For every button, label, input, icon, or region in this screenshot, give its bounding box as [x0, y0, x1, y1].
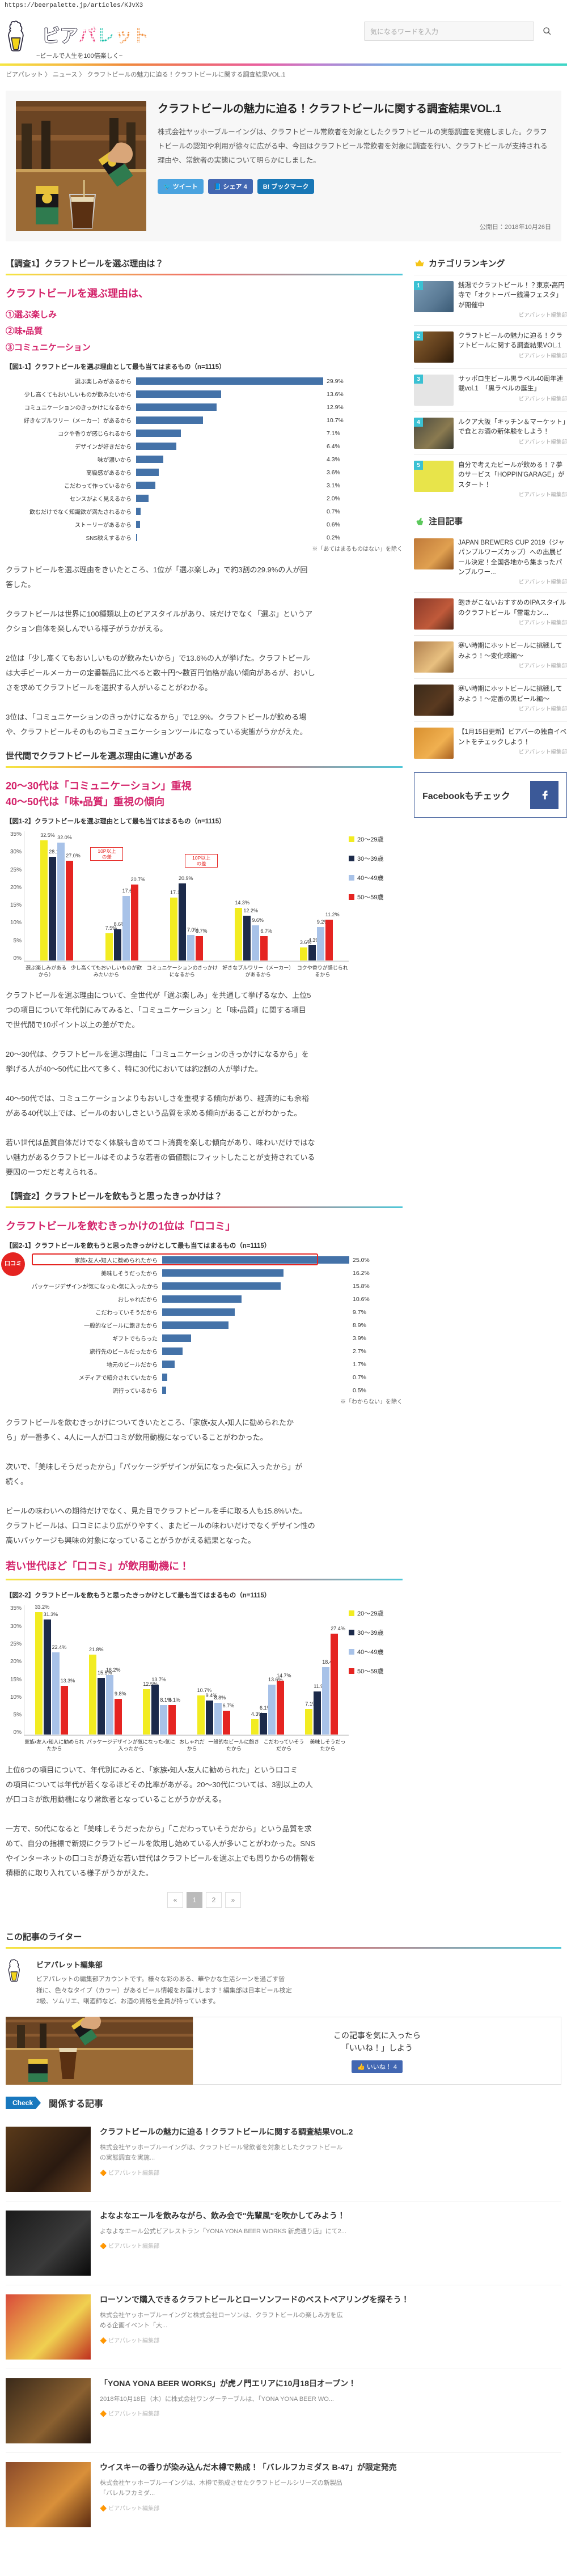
svg-text:ビア: ビア — [42, 25, 78, 46]
svg-text:パ: パ — [78, 25, 96, 46]
svg-text:レ: レ — [96, 25, 115, 46]
svg-text:ト: ト — [132, 25, 150, 46]
svg-text:ッ: ッ — [115, 25, 133, 46]
